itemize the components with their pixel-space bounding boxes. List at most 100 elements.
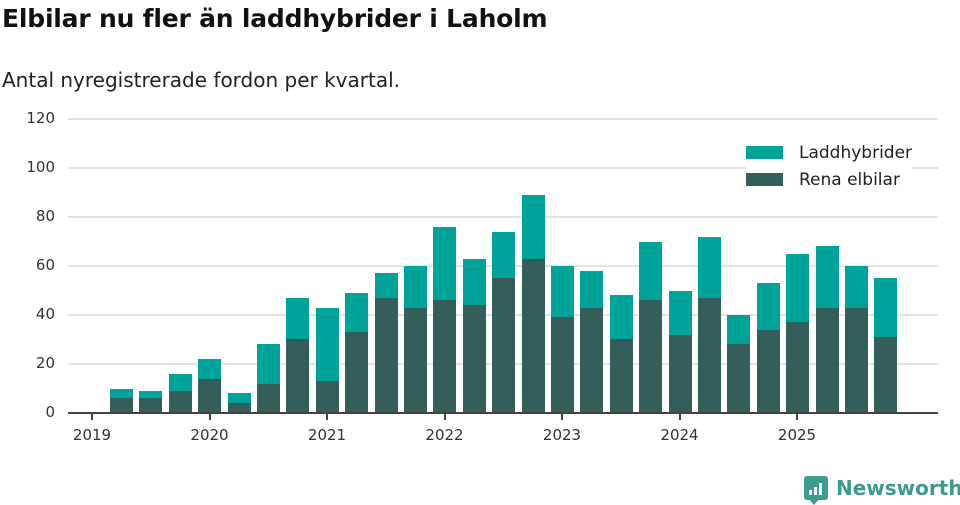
gridline (68, 167, 938, 169)
bar-segment-laddhybrider (227, 393, 251, 404)
bar-segment-laddhybrider (874, 278, 898, 338)
bar-2020-q2 (227, 393, 251, 413)
bar-segment-rena-elbilar (345, 332, 369, 413)
brand-name: Newsworthy (836, 476, 960, 500)
y-tick-label: 60 (35, 256, 55, 274)
y-tick-label: 120 (26, 109, 55, 127)
legend: Laddhybrider Rena elbilar (746, 137, 913, 195)
x-tick-label: 2020 (190, 426, 229, 444)
bar-segment-laddhybrider (668, 290, 692, 335)
bar-2020-q1 (198, 359, 222, 413)
bar-2023-q2 (580, 270, 604, 413)
bar-segment-rena-elbilar (815, 307, 839, 413)
bar-segment-laddhybrider (139, 390, 163, 399)
bar-segment-laddhybrider (168, 373, 192, 391)
bar-2025-q1 (786, 253, 810, 413)
bar-segment-rena-elbilar (668, 334, 692, 413)
bar-segment-rena-elbilar (786, 322, 810, 413)
bar-2025-q2 (815, 246, 839, 413)
bar-segment-laddhybrider (433, 226, 457, 301)
bar-segment-laddhybrider (521, 194, 545, 259)
bar-segment-rena-elbilar (492, 278, 516, 413)
bar-segment-laddhybrider (727, 315, 751, 345)
x-tick (326, 413, 328, 420)
x-tick-label: 2025 (777, 426, 817, 444)
bar-segment-rena-elbilar (609, 339, 633, 413)
x-tick (443, 413, 446, 420)
bar-segment-laddhybrider (756, 283, 780, 330)
bar-2023-q3 (609, 295, 633, 413)
bar-segment-laddhybrider (198, 359, 222, 379)
bar-segment-rena-elbilar (168, 390, 192, 413)
x-tick (561, 413, 563, 420)
bar-2021-q3 (374, 273, 398, 413)
bar-2025-q3 (845, 266, 868, 413)
y-tick-label: 100 (26, 158, 55, 176)
bar-2023-q4 (639, 241, 663, 413)
bar-segment-rena-elbilar (374, 297, 398, 413)
x-tick-label: 2023 (542, 426, 582, 444)
bar-segment-laddhybrider (374, 273, 398, 298)
bar-segment-rena-elbilar (404, 307, 427, 413)
bar-segment-rena-elbilar (198, 378, 222, 413)
x-tick (208, 413, 211, 420)
chart-title: Elbilar nu fler än laddhybrider i Laholm (2, 4, 548, 33)
bar-segment-rena-elbilar (227, 403, 251, 413)
x-tick-label: 2021 (307, 426, 347, 444)
x-tick-label: 2022 (425, 426, 464, 444)
y-tick-label: 0 (45, 403, 55, 421)
bar-segment-rena-elbilar (845, 307, 868, 413)
bar-segment-laddhybrider (462, 258, 486, 306)
bar-2024-q2 (698, 236, 721, 413)
bar-segment-laddhybrider (257, 344, 280, 384)
bar-2024-q1 (668, 290, 692, 413)
bar-2022-q1 (433, 226, 457, 413)
bar-2024-q3 (727, 315, 751, 413)
bar-segment-laddhybrider (786, 253, 810, 323)
bar-2019-q2 (110, 388, 133, 413)
bar-2024-q4 (756, 283, 780, 413)
bar-2022-q4 (521, 194, 545, 413)
bar-segment-laddhybrider (404, 266, 427, 308)
bar-segment-rena-elbilar (580, 307, 604, 413)
legend-item-rena-elbilar: Rena elbilar (746, 166, 912, 193)
legend-label: Rena elbilar (799, 169, 900, 190)
x-tick-label: 2019 (72, 426, 112, 444)
y-tick-label: 20 (35, 354, 55, 372)
bar-segment-laddhybrider (110, 388, 133, 399)
bar-segment-laddhybrider (492, 231, 516, 279)
bar-2021-q1 (315, 307, 339, 413)
newsworthy-logo-icon (804, 476, 828, 505)
bar-2020-q3 (257, 344, 280, 413)
bar-2022-q3 (492, 231, 516, 413)
bar-segment-rena-elbilar (521, 258, 545, 413)
bar-segment-rena-elbilar (462, 305, 486, 413)
bar-2021-q4 (404, 266, 427, 413)
x-tick (678, 413, 681, 420)
bar-segment-rena-elbilar (551, 317, 574, 413)
y-tick-label: 80 (35, 207, 55, 225)
bar-segment-rena-elbilar (315, 381, 339, 413)
bar-segment-laddhybrider (698, 236, 721, 298)
bar-segment-laddhybrider (609, 295, 633, 340)
bar-segment-rena-elbilar (286, 339, 310, 413)
x-axis (68, 412, 938, 414)
bar-2019-q3 (139, 390, 163, 413)
bar-segment-laddhybrider (845, 266, 868, 308)
brand-logo-link[interactable]: Newsworthy (804, 476, 960, 505)
bar-segment-laddhybrider (286, 297, 310, 340)
bar-segment-laddhybrider (815, 246, 839, 308)
bar-2022-q2 (462, 258, 486, 413)
bar-2020-q4 (286, 297, 310, 413)
bar-segment-rena-elbilar (756, 329, 780, 413)
bar-2019-q4 (168, 373, 192, 413)
bar-2025-q4 (874, 278, 898, 413)
legend-item-laddhybrider: Laddhybrider (746, 139, 912, 166)
legend-swatch-laddhybrider (746, 146, 783, 159)
bar-segment-laddhybrider (345, 292, 369, 333)
x-tick-label: 2024 (660, 426, 699, 444)
gridline (68, 118, 938, 120)
gridline (68, 216, 938, 218)
bar-segment-rena-elbilar (639, 300, 663, 413)
bar-segment-rena-elbilar (139, 398, 163, 413)
